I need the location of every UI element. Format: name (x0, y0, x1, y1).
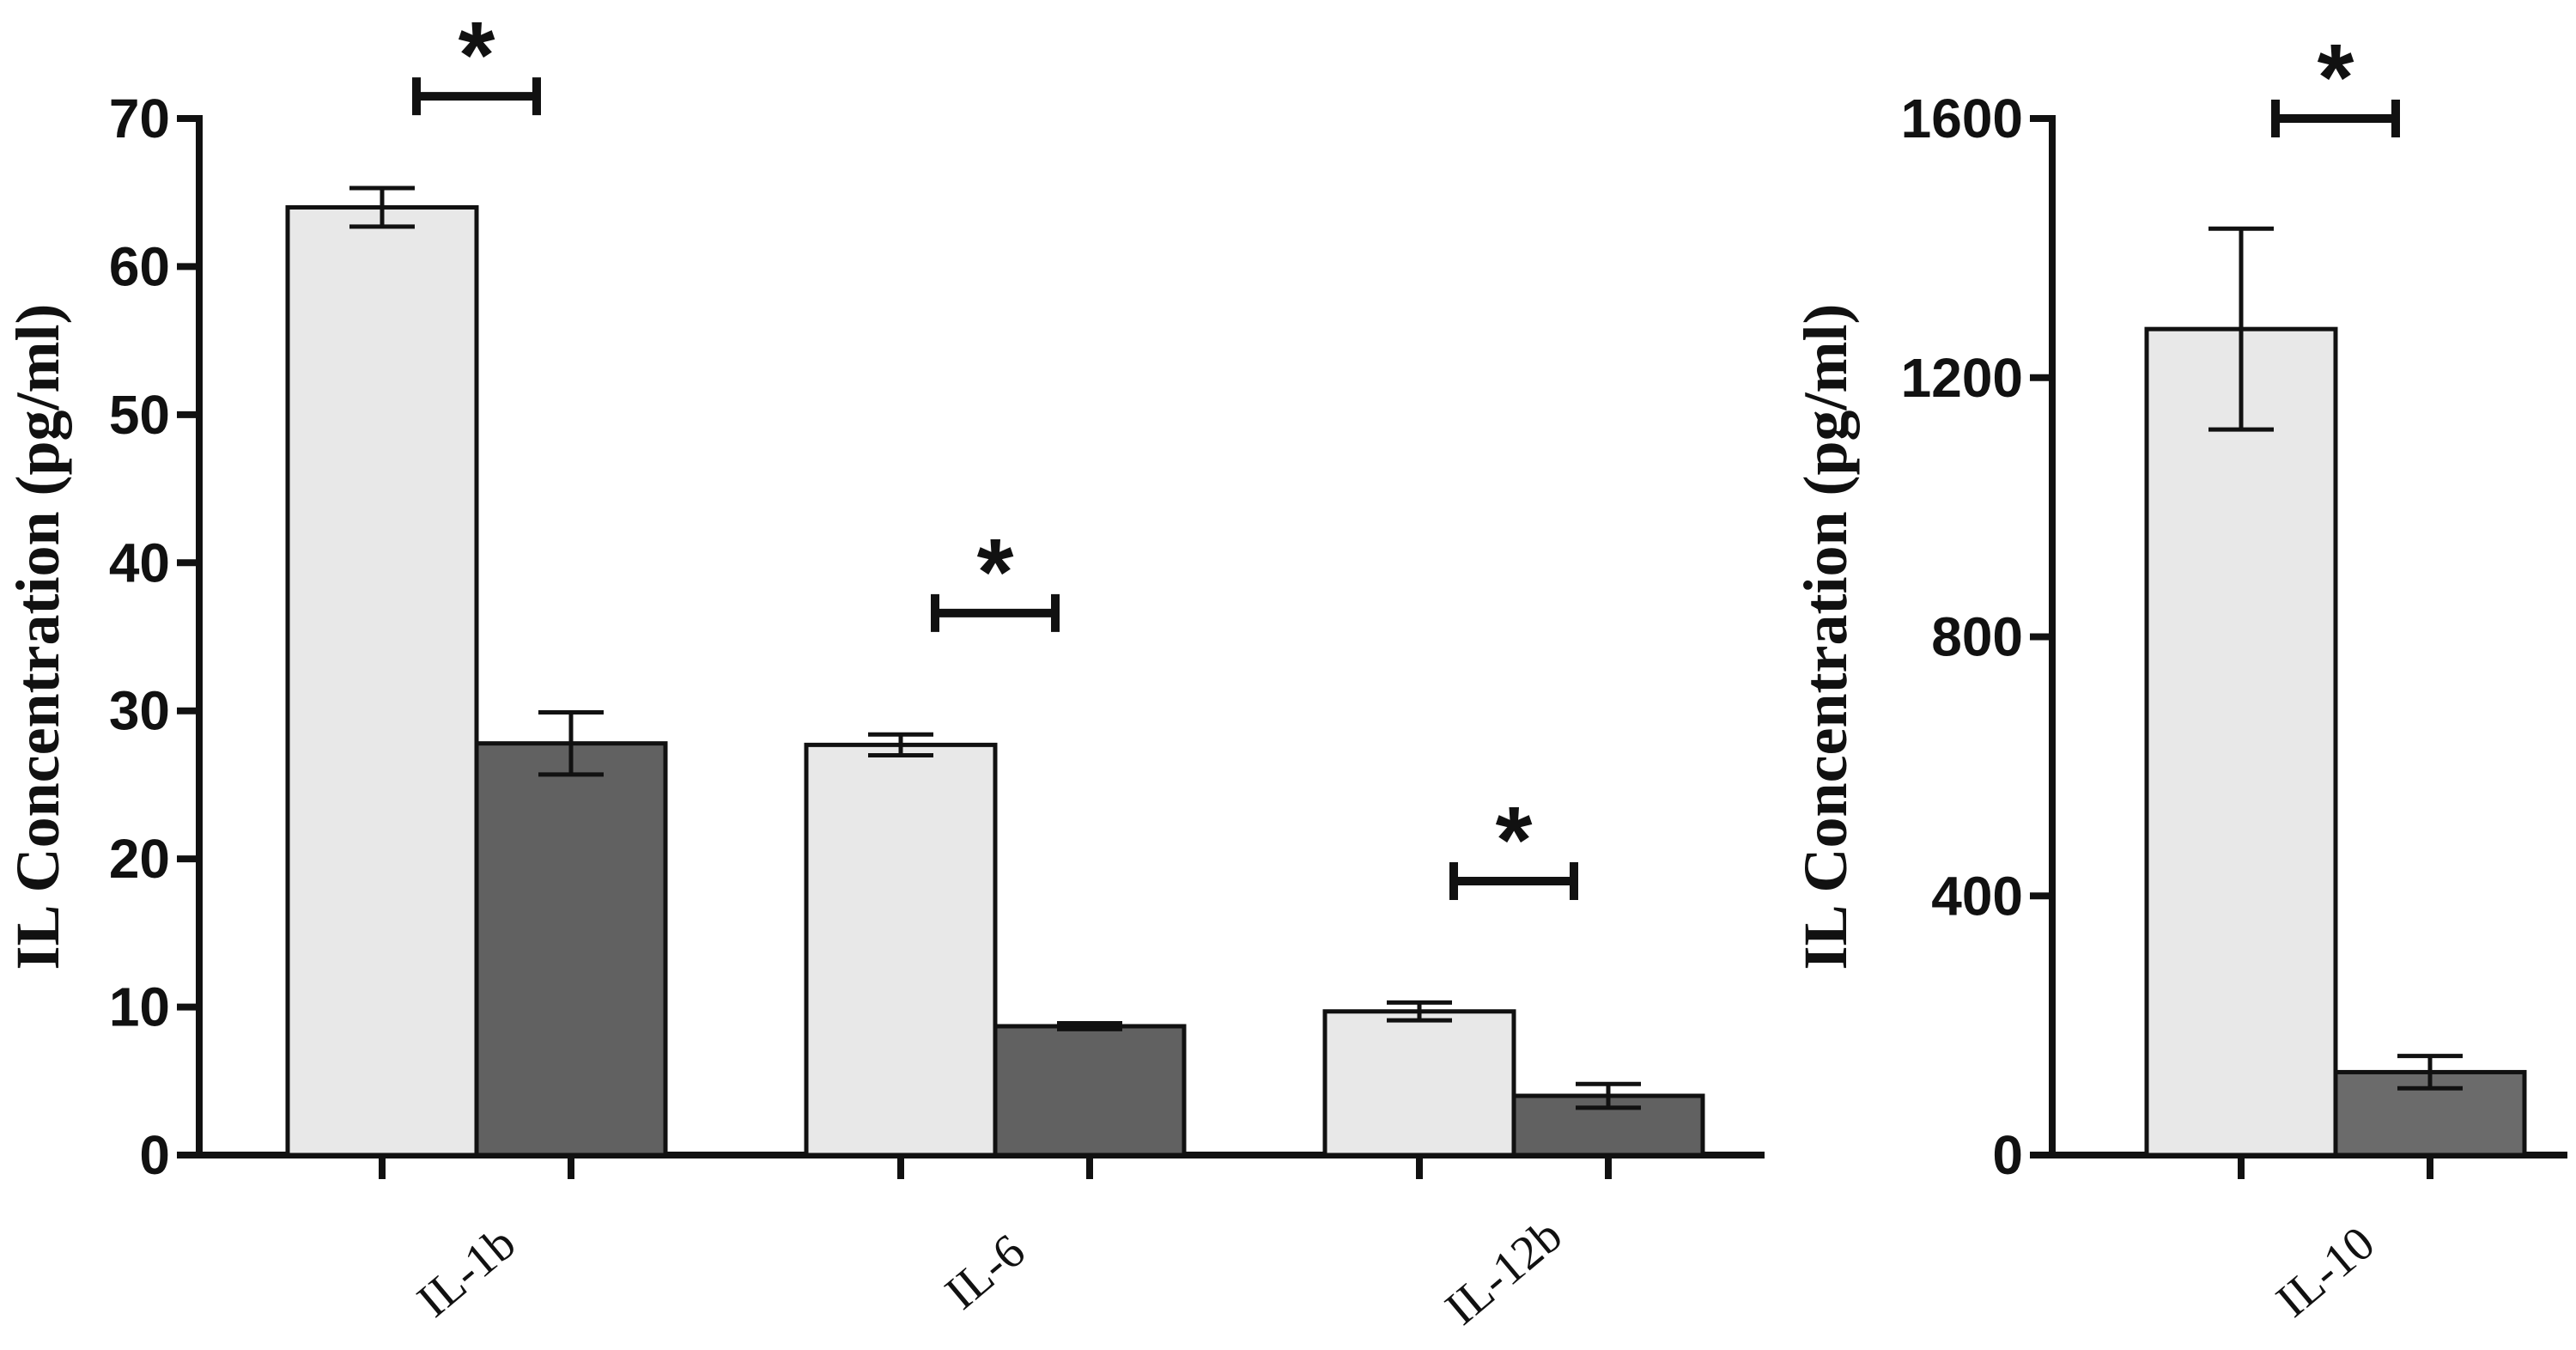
error-bar-IL-12b-s1 (1576, 1081, 1641, 1110)
significance-star: * (2318, 25, 2354, 131)
significance-star: * (459, 3, 495, 108)
y-tick-label: 400 (1931, 865, 2023, 927)
y-tick-label: 30 (109, 680, 170, 742)
significance-star: * (1496, 788, 1533, 893)
x-tick-label-IL-1b: IL-1b (408, 1216, 526, 1327)
bar-IL-6-s0 (804, 742, 998, 1158)
error-bar-IL-6-s0 (868, 732, 933, 757)
y-tick-label: 70 (109, 88, 170, 149)
x-tick-label-IL-12b: IL-12b (1436, 1208, 1572, 1335)
y-tick-label: 40 (109, 532, 170, 593)
error-bar-IL-1b-s0 (349, 185, 415, 229)
y-tick-label: 800 (1931, 606, 2023, 668)
significance-bracket-IL-1b: * (412, 3, 541, 116)
y-axis-title: IL Concentration (pg/ml) (1791, 303, 1860, 970)
bar-IL-12b-s0 (1322, 1009, 1516, 1158)
error-bar-IL-6-s1 (1057, 1021, 1122, 1031)
y-tick-label: 1200 (1901, 347, 2023, 409)
bar-IL-10-s0 (2144, 326, 2338, 1158)
chart-panel-left: 0 10 20 30 40 50 60 70 IL Concentration (pg/ml) I… (3, 3, 1765, 1335)
x-tick-label-IL-6: IL-6 (935, 1224, 1035, 1319)
error-bar-IL-10-s1 (2397, 1054, 2463, 1091)
significance-bracket-IL-6: * (931, 520, 1060, 632)
y-tick-label: 20 (109, 828, 170, 890)
y-tick-label: 60 (109, 235, 170, 297)
chart-panel-right: 0 400 800 1200 1600 IL Concentration (pg/ml) I… (1791, 25, 2567, 1328)
x-tick-label-IL-10: IL-10 (2267, 1216, 2385, 1327)
y-tick-label: 10 (109, 976, 170, 1038)
y-tick-label: 0 (1992, 1124, 2023, 1186)
error-bar-IL-12b-s0 (1387, 1000, 1452, 1023)
error-bar-IL-1b-s1 (538, 709, 604, 777)
bar-IL-1b-s1 (474, 741, 668, 1158)
y-tick-label: 50 (109, 384, 170, 446)
bar-IL-1b-s0 (285, 204, 479, 1158)
y-tick-label: 1600 (1901, 88, 2023, 149)
significance-bracket-IL-12b: * (1449, 788, 1578, 901)
error-bar-IL-10-s0 (2208, 226, 2274, 432)
significance-bracket-IL-10: * (2271, 25, 2400, 137)
y-axis-title: IL Concentration (pg/ml) (3, 303, 72, 970)
y-tick-label: 0 (139, 1124, 170, 1186)
significance-star: * (977, 520, 1014, 625)
bar-IL-6-s1 (993, 1024, 1187, 1158)
